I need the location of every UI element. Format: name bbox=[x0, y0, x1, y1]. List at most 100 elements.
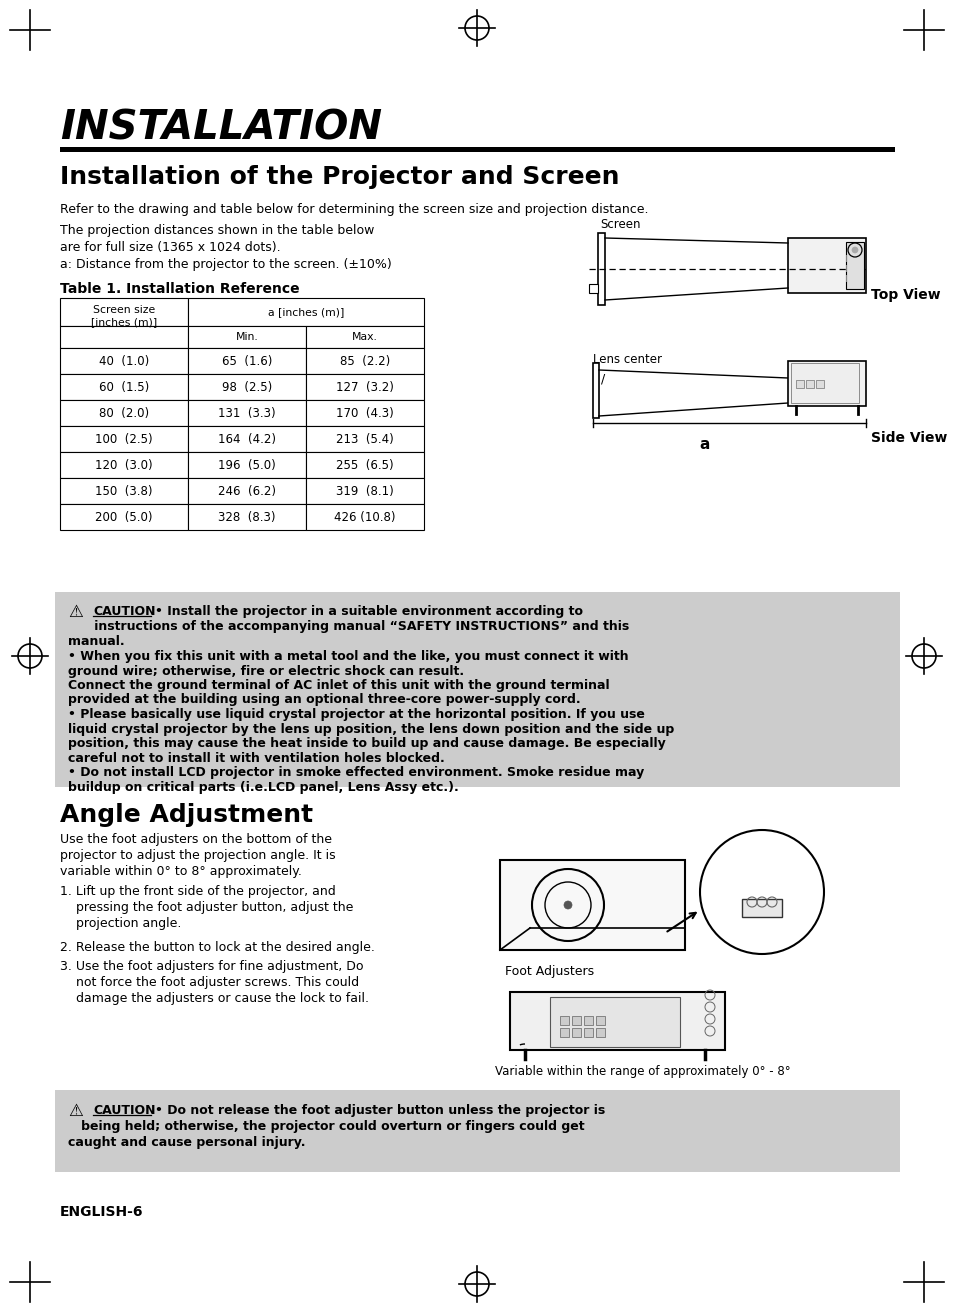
Bar bbox=[306, 400, 423, 426]
Bar bbox=[60, 374, 188, 400]
Text: Max.: Max. bbox=[352, 332, 377, 342]
Text: Min.: Min. bbox=[235, 332, 258, 342]
Text: Installation of the Projector and Screen: Installation of the Projector and Screen bbox=[60, 165, 618, 189]
Bar bbox=[741, 899, 781, 917]
Bar bbox=[60, 400, 188, 426]
Text: projector to adjust the projection angle. It is: projector to adjust the projection angle… bbox=[60, 849, 335, 862]
Text: 3. Use the foot adjusters for fine adjustment, Do: 3. Use the foot adjusters for fine adjus… bbox=[60, 960, 363, 974]
Text: 100  (2.5): 100 (2.5) bbox=[95, 433, 152, 446]
Text: liquid crystal projector by the lens up position, the lens down position and the: liquid crystal projector by the lens up … bbox=[68, 723, 674, 736]
Bar bbox=[596, 1015, 604, 1025]
Text: buildup on critical parts (i.e.LCD panel, Lens Assy etc.).: buildup on critical parts (i.e.LCD panel… bbox=[68, 781, 458, 794]
Text: being held; otherwise, the projector could overturn or fingers could get: being held; otherwise, the projector cou… bbox=[68, 1120, 584, 1134]
Bar bbox=[60, 504, 188, 530]
Bar bbox=[55, 1090, 899, 1172]
Bar bbox=[787, 237, 865, 293]
Bar bbox=[306, 348, 423, 374]
Text: ENGLISH-6: ENGLISH-6 bbox=[60, 1204, 143, 1219]
Text: Screen: Screen bbox=[599, 218, 639, 231]
Text: Top View: Top View bbox=[870, 289, 940, 302]
Text: Screen size
[inches (m)]: Screen size [inches (m)] bbox=[91, 304, 157, 327]
Bar bbox=[188, 348, 306, 374]
Bar bbox=[306, 478, 423, 504]
Text: 120  (3.0): 120 (3.0) bbox=[95, 459, 152, 472]
Text: pressing the foot adjuster button, adjust the: pressing the foot adjuster button, adjus… bbox=[60, 901, 353, 914]
Text: 1. Lift up the front side of the projector, and: 1. Lift up the front side of the project… bbox=[60, 886, 335, 897]
Bar bbox=[60, 147, 894, 152]
Bar bbox=[583, 1029, 593, 1036]
Text: Use the foot adjusters on the bottom of the: Use the foot adjusters on the bottom of … bbox=[60, 833, 332, 846]
Bar bbox=[55, 592, 899, 787]
Text: variable within 0° to 8° approximately.: variable within 0° to 8° approximately. bbox=[60, 865, 301, 878]
Text: projection angle.: projection angle. bbox=[60, 917, 181, 930]
Bar bbox=[306, 504, 423, 530]
Bar bbox=[306, 325, 423, 348]
Bar bbox=[60, 325, 188, 348]
Text: instructions of the accompanying manual “SAFETY INSTRUCTIONS” and this: instructions of the accompanying manual … bbox=[68, 621, 629, 632]
Bar bbox=[787, 361, 865, 405]
Bar bbox=[572, 1029, 580, 1036]
Bar bbox=[60, 453, 188, 478]
Text: 319  (8.1): 319 (8.1) bbox=[335, 485, 394, 499]
Bar bbox=[499, 859, 684, 950]
Text: 170  (4.3): 170 (4.3) bbox=[335, 407, 394, 420]
Bar bbox=[572, 1015, 580, 1025]
Bar bbox=[588, 283, 598, 293]
Bar bbox=[845, 241, 863, 289]
Text: CAUTION: CAUTION bbox=[92, 1103, 155, 1117]
Bar bbox=[596, 1029, 604, 1036]
Text: 40  (1.0): 40 (1.0) bbox=[99, 356, 149, 367]
Text: careful not to install it with ventilation holes blocked.: careful not to install it with ventilati… bbox=[68, 752, 444, 765]
Bar bbox=[790, 363, 858, 403]
Bar bbox=[188, 298, 423, 325]
Bar bbox=[306, 426, 423, 453]
Text: 150  (3.8): 150 (3.8) bbox=[95, 485, 152, 499]
Text: Variable within the range of approximately 0° - 8°: Variable within the range of approximate… bbox=[495, 1065, 790, 1078]
Text: INSTALLATION: INSTALLATION bbox=[60, 108, 381, 148]
Text: /: / bbox=[600, 373, 604, 386]
Text: Table 1. Installation Reference: Table 1. Installation Reference bbox=[60, 282, 299, 297]
Circle shape bbox=[851, 247, 857, 253]
Text: 426 (10.8): 426 (10.8) bbox=[334, 510, 395, 523]
Text: 328  (8.3): 328 (8.3) bbox=[218, 510, 275, 523]
Text: • Install the projector in a suitable environment according to: • Install the projector in a suitable en… bbox=[154, 605, 582, 618]
Bar bbox=[306, 374, 423, 400]
Text: • Do not release the foot adjuster button unless the projector is: • Do not release the foot adjuster butto… bbox=[154, 1103, 604, 1117]
Bar bbox=[188, 400, 306, 426]
Text: The projection distances shown in the table below: The projection distances shown in the ta… bbox=[60, 224, 374, 237]
Bar bbox=[188, 453, 306, 478]
Bar bbox=[188, 325, 306, 348]
Bar bbox=[306, 453, 423, 478]
Bar bbox=[60, 298, 188, 325]
Text: manual.: manual. bbox=[68, 635, 125, 648]
Text: CAUTION: CAUTION bbox=[92, 605, 155, 618]
Bar bbox=[598, 234, 604, 304]
Bar bbox=[188, 504, 306, 530]
Text: caught and cause personal injury.: caught and cause personal injury. bbox=[68, 1136, 305, 1149]
Text: 60  (1.5): 60 (1.5) bbox=[99, 380, 149, 394]
Text: • Do not install LCD projector in smoke effected environment. Smoke residue may: • Do not install LCD projector in smoke … bbox=[68, 766, 643, 779]
Text: ⚠: ⚠ bbox=[68, 1102, 83, 1120]
Bar bbox=[815, 380, 823, 388]
Text: 131  (3.3): 131 (3.3) bbox=[218, 407, 275, 420]
Text: Foot Adjusters: Foot Adjusters bbox=[504, 966, 594, 977]
Text: not force the foot adjuster screws. This could: not force the foot adjuster screws. This… bbox=[60, 976, 358, 989]
Circle shape bbox=[563, 901, 572, 909]
Bar bbox=[559, 1015, 568, 1025]
Text: a [inches (m)]: a [inches (m)] bbox=[268, 307, 344, 318]
Text: 164  (4.2): 164 (4.2) bbox=[218, 433, 275, 446]
Bar bbox=[188, 374, 306, 400]
Bar bbox=[583, 1015, 593, 1025]
Text: Lens center: Lens center bbox=[593, 353, 661, 366]
Text: Connect the ground terminal of AC inlet of this unit with the ground terminal: Connect the ground terminal of AC inlet … bbox=[68, 680, 609, 691]
Text: are for full size (1365 x 1024 dots).: are for full size (1365 x 1024 dots). bbox=[60, 241, 280, 255]
Text: Refer to the drawing and table below for determining the screen size and project: Refer to the drawing and table below for… bbox=[60, 203, 648, 216]
Text: 65  (1.6): 65 (1.6) bbox=[222, 356, 272, 367]
Bar bbox=[60, 426, 188, 453]
Text: Side View: Side View bbox=[870, 432, 946, 445]
Text: a: a bbox=[699, 437, 709, 453]
Text: • Please basically use liquid crystal projector at the horizontal position. If y: • Please basically use liquid crystal pr… bbox=[68, 708, 644, 722]
Text: a: Distance from the projector to the screen. (±10%): a: Distance from the projector to the sc… bbox=[60, 258, 392, 272]
Bar bbox=[550, 997, 679, 1047]
Text: 200  (5.0): 200 (5.0) bbox=[95, 510, 152, 523]
